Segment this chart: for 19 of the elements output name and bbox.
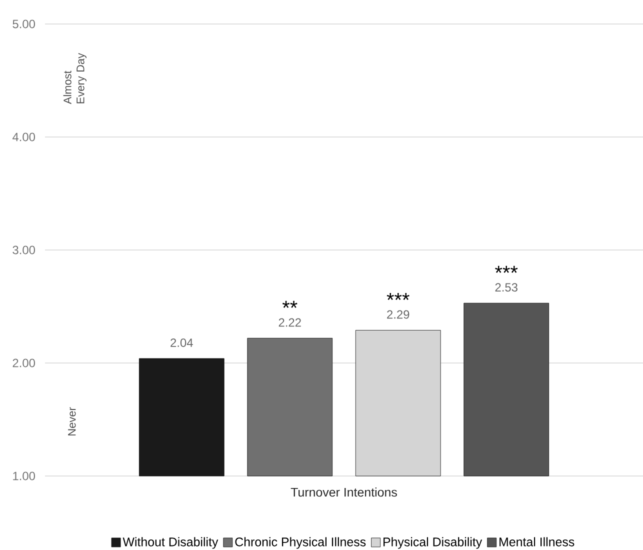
y-tick-label: 4.00 xyxy=(12,132,36,142)
legend-label: Mental Illness xyxy=(500,537,574,546)
y-tick-label: 1.00 xyxy=(13,472,36,480)
legend-label: Without Disability xyxy=(122,537,218,549)
data-label: 2.29 xyxy=(387,310,410,319)
y-tick-label: 3.00 xyxy=(12,246,36,254)
annotation: ** xyxy=(282,300,298,308)
x-tick-label: Turnover Intentions xyxy=(290,488,397,497)
data-label: 2.22 xyxy=(278,318,301,327)
data-label: 2.04 xyxy=(170,338,193,347)
legend-label: Chronic Physical Illness xyxy=(235,537,366,549)
annotation: Almost Every Day xyxy=(63,53,86,104)
legend-label: Physical Disability xyxy=(384,537,482,549)
y-tick-label: 2.00 xyxy=(12,358,36,368)
annotation: *** xyxy=(495,266,518,273)
y-tick-label: 5.00 xyxy=(12,20,36,28)
annotation: *** xyxy=(386,293,410,300)
annotation: Never xyxy=(68,407,76,436)
data-label: 2.53 xyxy=(495,283,518,292)
